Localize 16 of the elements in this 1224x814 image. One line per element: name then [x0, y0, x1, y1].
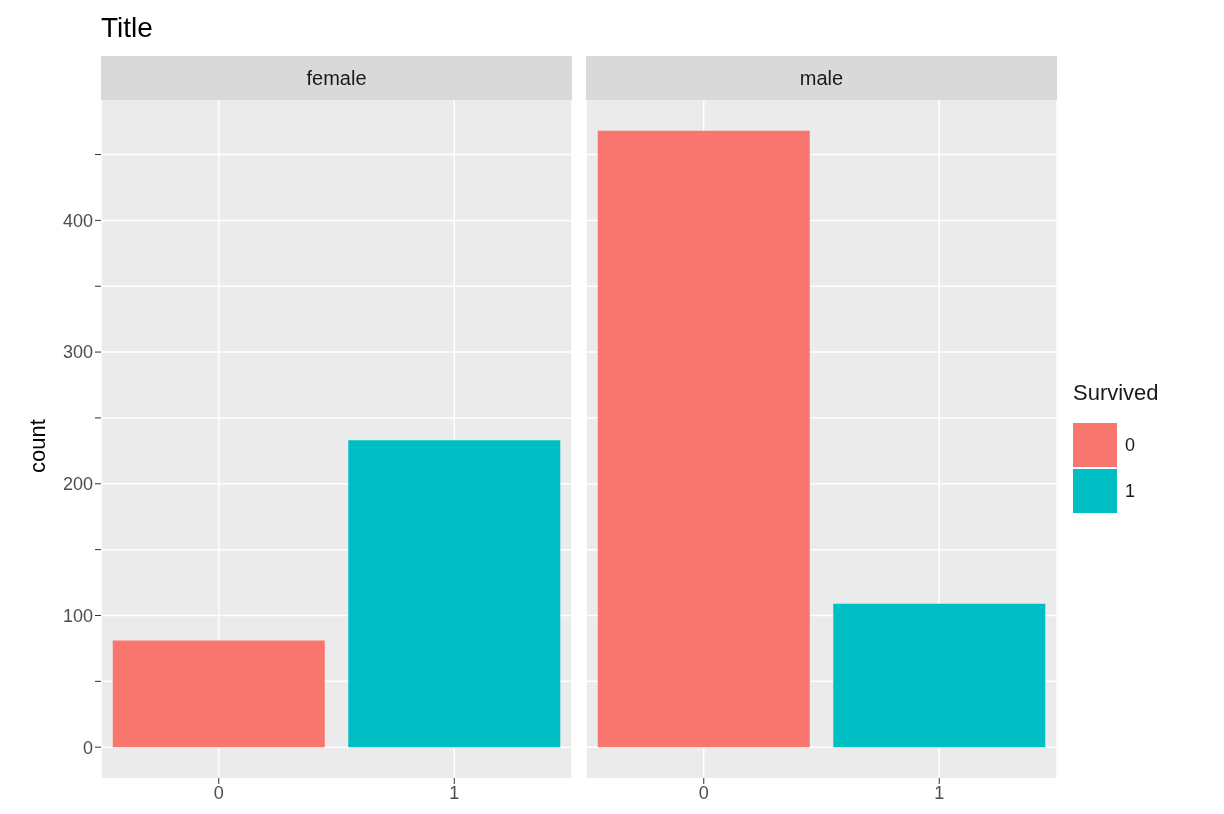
chart-subtitle: female: [101, 56, 572, 100]
y-tick-label: 300: [62, 342, 93, 363]
chart-title: Title: [101, 12, 153, 44]
legend-title: Survived: [1073, 380, 1159, 406]
y-tick-label: 200: [62, 474, 93, 495]
x-tick-label: 0: [213, 782, 224, 803]
x-tick-label: 0: [698, 782, 709, 803]
y-tick-label: 100: [62, 605, 93, 626]
chart-subtitle: male: [586, 56, 1057, 100]
text: 0: [1125, 434, 1136, 457]
x-tick-label: 1: [934, 782, 945, 803]
x-tick-label: 1: [449, 782, 460, 803]
y-axis-title: count: [25, 418, 51, 475]
y-tick-label: 400: [62, 210, 93, 231]
y-tick-label: 0: [82, 737, 93, 758]
text: 1: [1125, 480, 1136, 503]
